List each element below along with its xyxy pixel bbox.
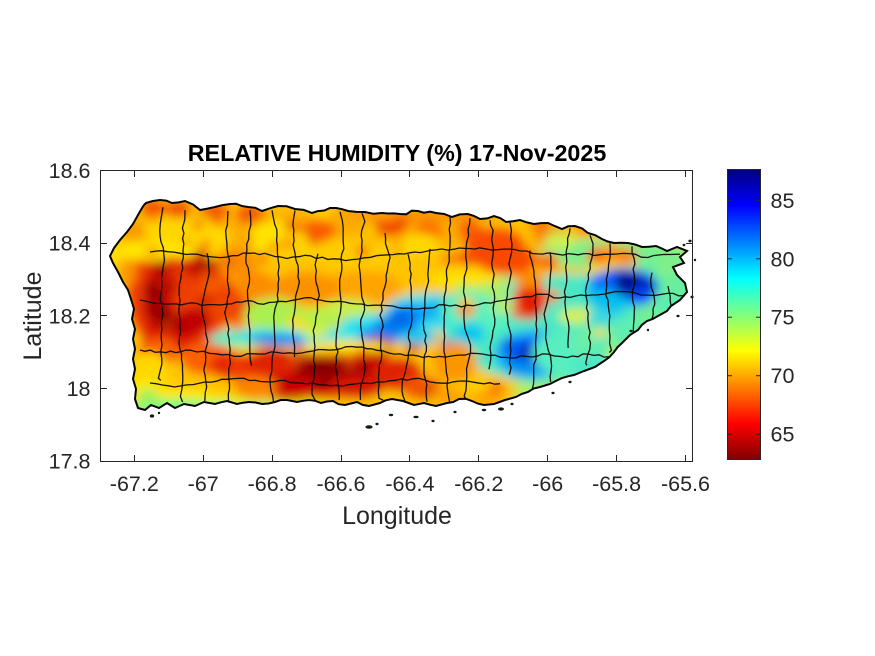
svg-text:18: 18 (67, 377, 91, 401)
svg-text:70: 70 (771, 364, 795, 388)
svg-text:-66.8: -66.8 (248, 472, 297, 496)
svg-text:-66: -66 (532, 472, 563, 496)
svg-text:-65.6: -65.6 (661, 472, 710, 496)
svg-text:Longitude: Longitude (342, 502, 452, 530)
svg-text:75: 75 (771, 306, 795, 330)
svg-text:85: 85 (771, 189, 795, 213)
svg-text:18.6: 18.6 (49, 159, 91, 183)
svg-text:18.2: 18.2 (49, 304, 91, 328)
svg-text:-65.8: -65.8 (592, 472, 641, 496)
svg-text:Latitude: Latitude (19, 272, 47, 361)
svg-text:-67: -67 (188, 472, 219, 496)
svg-text:-66.4: -66.4 (385, 472, 434, 496)
svg-text:-67.2: -67.2 (110, 472, 159, 496)
svg-text:80: 80 (771, 247, 795, 271)
svg-text:65: 65 (771, 423, 795, 447)
svg-text:-66.2: -66.2 (454, 472, 503, 496)
svg-text:17.8: 17.8 (49, 450, 91, 474)
svg-text:-66.6: -66.6 (316, 472, 365, 496)
svg-text:RELATIVE HUMIDITY (%) 17-Nov-2: RELATIVE HUMIDITY (%) 17-Nov-2025 (188, 140, 607, 166)
svg-text:18.4: 18.4 (49, 232, 91, 256)
